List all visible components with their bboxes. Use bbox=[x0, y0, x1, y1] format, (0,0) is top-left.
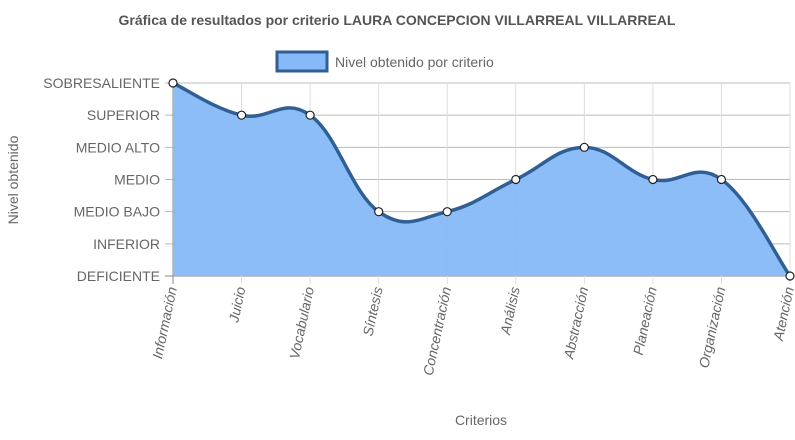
data-point-1[interactable] bbox=[236, 110, 247, 120]
y-tick-label: SUPERIOR bbox=[87, 107, 160, 123]
x-tick-label: Atención bbox=[770, 285, 795, 343]
x-tick-label: Organización bbox=[696, 285, 729, 369]
x-tick-label: Planeación bbox=[630, 285, 660, 356]
x-tick-label: Análisis bbox=[497, 285, 523, 337]
data-point-8[interactable] bbox=[716, 174, 727, 185]
data-point-4[interactable] bbox=[442, 207, 452, 217]
x-tick-label: Información bbox=[149, 285, 180, 360]
y-tick-label: INFERIOR bbox=[93, 236, 160, 252]
y-axis-label: Nivel obtenido bbox=[5, 135, 21, 224]
y-tick-label: DEFICIENTE bbox=[77, 268, 160, 284]
legend-swatch bbox=[275, 50, 329, 73]
legend-label: Nivel obtenido por criterio bbox=[335, 54, 494, 70]
series-points bbox=[168, 78, 795, 281]
y-tick-label: SOBRESALIENTE bbox=[43, 75, 160, 91]
x-axis-label: Criterios bbox=[455, 412, 507, 428]
x-tick-label: Concentración bbox=[420, 285, 454, 377]
data-point-2[interactable] bbox=[305, 110, 315, 120]
data-point-5[interactable] bbox=[511, 174, 521, 185]
series-area bbox=[172, 81, 792, 278]
data-point-3[interactable] bbox=[374, 207, 384, 217]
y-tick-label: MEDIO ALTO bbox=[76, 139, 160, 155]
x-tick-label: Vocabulario bbox=[286, 285, 317, 360]
x-axis-ticks: Información Juicio Vocabulario Síntesis Conc… bbox=[149, 285, 795, 377]
data-point-0[interactable] bbox=[168, 78, 178, 88]
series-line bbox=[172, 81, 792, 278]
data-point-7[interactable] bbox=[648, 174, 658, 185]
data-point-6[interactable] bbox=[579, 142, 589, 152]
x-tick-label: Abstracción bbox=[560, 285, 591, 361]
y-axis-ticks: DEFICIENTE INFERIOR MEDIO BAJO MEDIO MEDIO A… bbox=[43, 75, 160, 284]
y-tick-label: MEDIO BAJO bbox=[74, 204, 160, 220]
y-tick-label: MEDIO bbox=[114, 172, 160, 188]
data-point-9[interactable] bbox=[785, 271, 795, 281]
x-tick-label: Juicio bbox=[225, 285, 248, 325]
legend[interactable]: Nivel obtenido por criterio bbox=[275, 50, 494, 73]
chart-title: Gráfica de resultados por criterio LAURA… bbox=[119, 12, 676, 28]
series-area-fill bbox=[173, 83, 790, 276]
x-tick-label: Síntesis bbox=[360, 285, 386, 337]
